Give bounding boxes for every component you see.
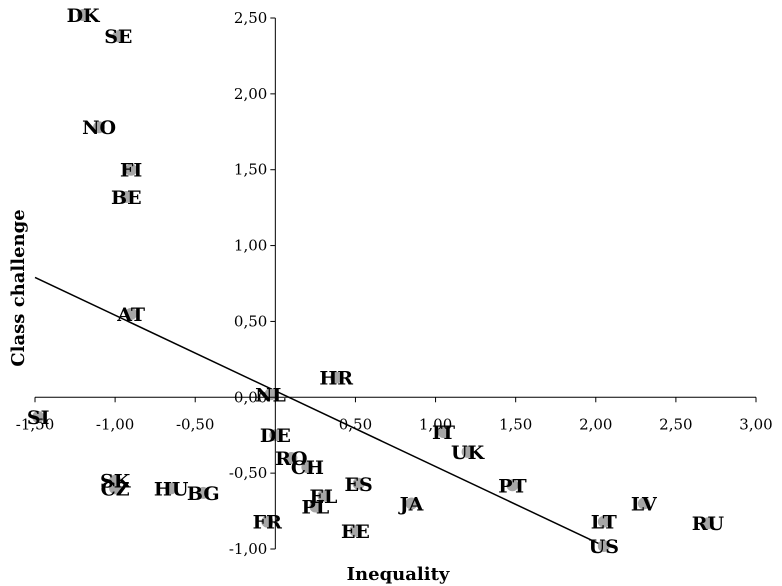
point-label-hr: HR: [319, 368, 353, 390]
point-label-es: ES: [345, 474, 373, 496]
point-label-uk: UK: [451, 442, 486, 464]
point-label-at: AT: [116, 304, 145, 326]
point-marker-fr: [261, 515, 274, 528]
point-marker-se: [112, 30, 125, 43]
marker-layer: [32, 8, 714, 552]
point-label-hu: HU: [154, 478, 189, 500]
point-marker-at: [125, 307, 138, 320]
point-marker-ro: [285, 451, 298, 464]
y-axis-title: Class challenge: [8, 209, 29, 366]
y-tick-label: 0,50: [234, 312, 267, 330]
point-label-pl: PL: [302, 497, 330, 519]
point-marker-es: [352, 477, 365, 490]
point-label-sk: SK: [100, 471, 132, 493]
point-label-bg: BG: [187, 483, 220, 505]
point-marker-cz: [109, 482, 122, 495]
point-marker-be: [120, 191, 133, 204]
point-label-ru: RU: [692, 513, 725, 535]
point-label-ja: JA: [398, 493, 424, 515]
axes: -1,50 -1,00 -0,50 0,50 1,00 1,50 2,00 2,50 3,00 -…: [16, 9, 773, 558]
y-tick-label: 2,00: [234, 85, 267, 103]
point-marker-fi: [125, 163, 138, 176]
point-marker-bg: [197, 486, 210, 499]
x-tick-label: -1,00: [96, 415, 134, 433]
point-marker-ee: [349, 524, 362, 537]
point-label-us: US: [589, 536, 619, 558]
x-tick-label: 2,00: [579, 415, 612, 433]
point-marker-dk: [77, 8, 90, 21]
x-tick-label: 2,50: [659, 415, 692, 433]
point-marker-uk: [461, 445, 474, 458]
point-label-lv: LV: [631, 493, 658, 515]
trendline: [34, 276, 605, 547]
origin-tick-label: 0,00: [234, 388, 267, 406]
point-label-ch: CH: [291, 457, 324, 479]
point-marker-si: [32, 411, 45, 424]
point-marker-pt: [506, 479, 519, 492]
y-tick-label: 2,50: [234, 9, 267, 27]
point-marker-hu: [165, 482, 178, 495]
point-marker-no: [93, 121, 106, 134]
point-label-nl: NL: [255, 384, 286, 406]
x-tick-label: -0,50: [176, 415, 214, 433]
point-marker-lv: [637, 497, 650, 510]
point-label-si: SI: [27, 407, 50, 429]
point-marker-hr: [330, 371, 343, 384]
point-marker-el: [317, 489, 330, 502]
x-tick-label: 3,00: [739, 415, 772, 433]
point-marker-us: [597, 539, 610, 552]
y-tick-label: -1,00: [229, 540, 267, 558]
point-label-de: DE: [260, 425, 291, 447]
y-tick-label: 1,00: [234, 237, 267, 255]
y-tick-label: -0,50: [229, 464, 267, 482]
point-label-ro: RO: [275, 448, 307, 470]
x-tick-label: 1,00: [419, 415, 452, 433]
x-axis-title: Inequality: [347, 564, 450, 585]
point-label-it: IT: [432, 422, 455, 444]
x-tick-label: 0,50: [339, 415, 372, 433]
point-marker-it: [437, 426, 450, 439]
point-marker-ru: [701, 517, 714, 530]
point-label-el: EL: [309, 486, 337, 508]
point-label-cz: CZ: [101, 478, 130, 500]
point-marker-ch: [301, 461, 314, 474]
trendline-layer: [34, 276, 605, 547]
y-tick-label: 1,50: [234, 161, 267, 179]
x-tick-label: -1,50: [16, 415, 54, 433]
point-marker-lt: [597, 515, 610, 528]
x-tick-label: 1,50: [499, 415, 532, 433]
point-label-pt: PT: [498, 475, 526, 497]
point-label-dk: DK: [67, 5, 101, 27]
point-label-ee: EE: [341, 521, 370, 543]
point-label-se: SE: [104, 26, 132, 48]
point-label-fr: FR: [253, 512, 282, 534]
point-label-lt: LT: [591, 512, 617, 534]
point-label-no: NO: [82, 117, 116, 139]
point-marker-pl: [309, 500, 322, 513]
point-marker-ja: [405, 497, 418, 510]
point-label-fi: FI: [120, 160, 142, 182]
point-label-be: BE: [111, 187, 142, 209]
